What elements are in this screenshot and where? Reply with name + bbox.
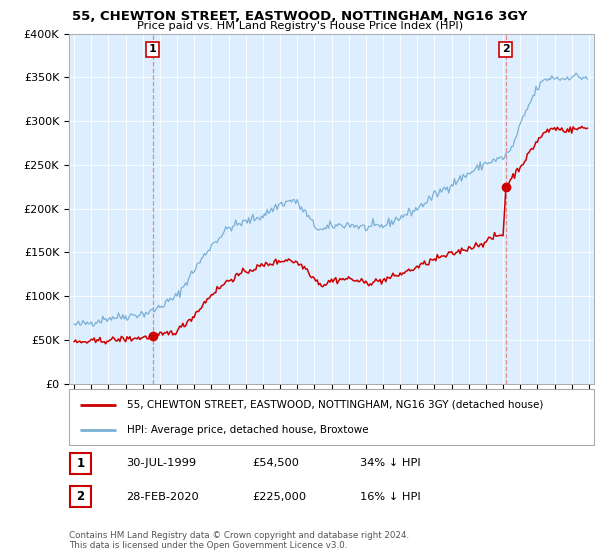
- Text: 1: 1: [149, 44, 157, 54]
- Text: 16% ↓ HPI: 16% ↓ HPI: [360, 492, 421, 502]
- Text: 28-FEB-2020: 28-FEB-2020: [126, 492, 199, 502]
- Text: 1: 1: [76, 456, 85, 470]
- Text: 55, CHEWTON STREET, EASTWOOD, NOTTINGHAM, NG16 3GY (detached house): 55, CHEWTON STREET, EASTWOOD, NOTTINGHAM…: [127, 400, 543, 410]
- Text: £54,500: £54,500: [252, 458, 299, 468]
- Text: HPI: Average price, detached house, Broxtowe: HPI: Average price, detached house, Brox…: [127, 424, 368, 435]
- Text: 30-JUL-1999: 30-JUL-1999: [126, 458, 196, 468]
- Text: Contains HM Land Registry data © Crown copyright and database right 2024.
This d: Contains HM Land Registry data © Crown c…: [69, 531, 409, 550]
- Text: 2: 2: [76, 490, 85, 503]
- Text: 55, CHEWTON STREET, EASTWOOD, NOTTINGHAM, NG16 3GY: 55, CHEWTON STREET, EASTWOOD, NOTTINGHAM…: [72, 10, 528, 22]
- Text: 34% ↓ HPI: 34% ↓ HPI: [360, 458, 421, 468]
- Text: Price paid vs. HM Land Registry's House Price Index (HPI): Price paid vs. HM Land Registry's House …: [137, 21, 463, 31]
- Text: 2: 2: [502, 44, 509, 54]
- Text: £225,000: £225,000: [252, 492, 306, 502]
